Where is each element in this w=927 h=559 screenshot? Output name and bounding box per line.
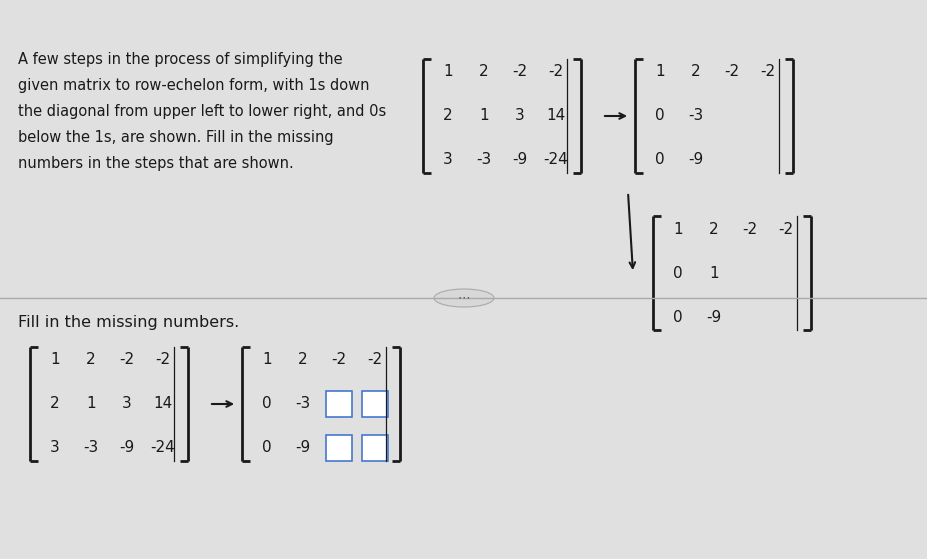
Text: -3: -3	[476, 153, 491, 168]
Text: -2: -2	[512, 64, 527, 79]
Text: -9: -9	[705, 310, 721, 325]
Text: -3: -3	[83, 440, 98, 456]
Text: 3: 3	[122, 396, 132, 411]
FancyBboxPatch shape	[326, 435, 351, 461]
Text: -2: -2	[778, 221, 793, 236]
Text: Fill in the missing numbers.: Fill in the missing numbers.	[18, 315, 239, 330]
Text: 1: 1	[443, 64, 452, 79]
Text: 1: 1	[478, 108, 489, 124]
Text: ⋯: ⋯	[457, 291, 470, 305]
Text: 14: 14	[153, 396, 172, 411]
Text: below the 1s, are shown. Fill in the missing: below the 1s, are shown. Fill in the mis…	[18, 130, 334, 145]
Text: A few steps in the process of simplifying the: A few steps in the process of simplifyin…	[18, 52, 342, 67]
Text: 14: 14	[546, 108, 565, 124]
Text: 1: 1	[672, 221, 682, 236]
Text: given matrix to row-echelon form, with 1s down: given matrix to row-echelon form, with 1…	[18, 78, 369, 93]
Text: -2: -2	[367, 353, 382, 367]
Text: -9: -9	[688, 153, 703, 168]
Text: 2: 2	[298, 353, 308, 367]
Text: -3: -3	[688, 108, 703, 124]
Text: -2: -2	[742, 221, 756, 236]
FancyBboxPatch shape	[362, 435, 387, 461]
Text: 0: 0	[672, 310, 682, 325]
Text: 0: 0	[672, 266, 682, 281]
Text: 3: 3	[50, 440, 60, 456]
Text: 2: 2	[443, 108, 452, 124]
Text: -2: -2	[120, 353, 134, 367]
Text: -9: -9	[120, 440, 134, 456]
Text: 2: 2	[691, 64, 700, 79]
Text: 1: 1	[262, 353, 272, 367]
Text: 2: 2	[478, 64, 489, 79]
Text: 0: 0	[262, 396, 272, 411]
Text: 1: 1	[708, 266, 718, 281]
Text: 3: 3	[443, 153, 452, 168]
Text: -24: -24	[150, 440, 175, 456]
Text: 0: 0	[262, 440, 272, 456]
Text: -24: -24	[543, 153, 567, 168]
Text: 0: 0	[654, 153, 664, 168]
Text: 1: 1	[654, 64, 664, 79]
Text: -9: -9	[295, 440, 311, 456]
FancyBboxPatch shape	[326, 391, 351, 417]
Text: 3: 3	[514, 108, 525, 124]
Text: the diagonal from upper left to lower right, and 0s: the diagonal from upper left to lower ri…	[18, 104, 386, 119]
Ellipse shape	[434, 289, 493, 307]
Text: -2: -2	[155, 353, 171, 367]
Text: 2: 2	[708, 221, 718, 236]
Text: -2: -2	[724, 64, 739, 79]
Text: -3: -3	[295, 396, 311, 411]
Text: 0: 0	[654, 108, 664, 124]
Text: 2: 2	[86, 353, 95, 367]
Text: -2: -2	[331, 353, 346, 367]
Text: numbers in the steps that are shown.: numbers in the steps that are shown.	[18, 156, 294, 171]
FancyBboxPatch shape	[362, 391, 387, 417]
Text: -9: -9	[512, 153, 527, 168]
Text: -2: -2	[759, 64, 775, 79]
Text: 1: 1	[86, 396, 95, 411]
Text: 2: 2	[50, 396, 59, 411]
Text: 1: 1	[50, 353, 59, 367]
Text: -2: -2	[548, 64, 563, 79]
